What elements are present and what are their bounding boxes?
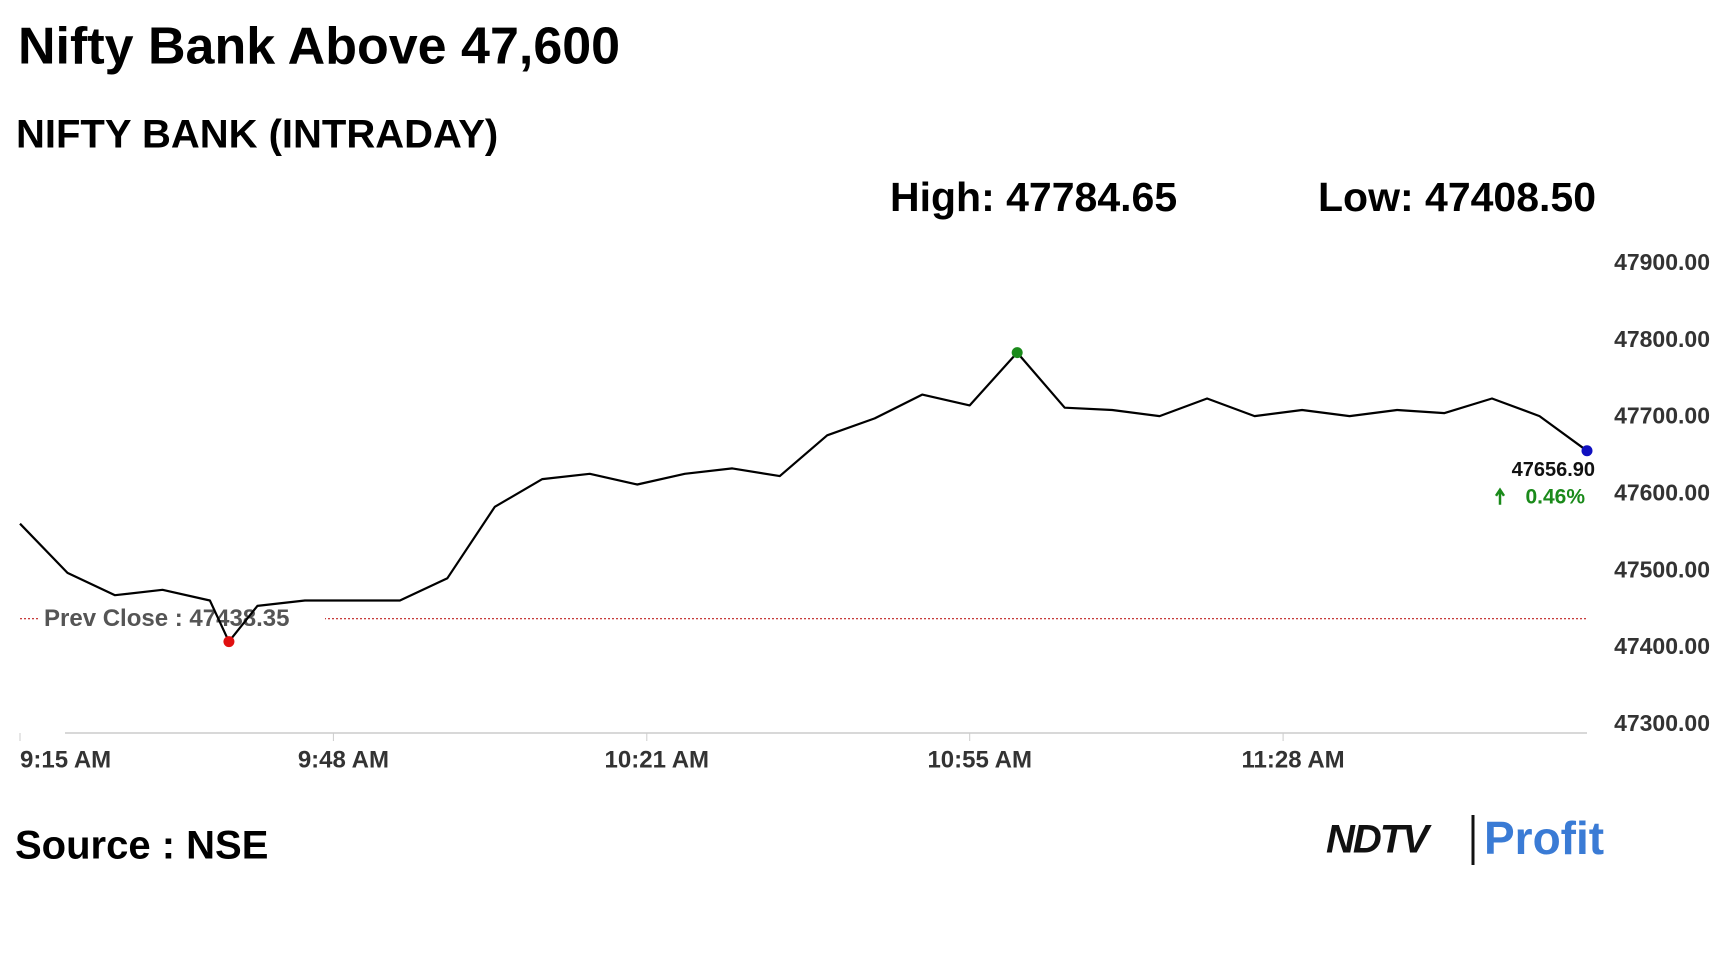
prev-close-bg [40,602,325,633]
x-tick-label: 11:28 AM [1242,746,1345,773]
low-marker [223,636,235,648]
x-tick-label: 10:21 AM [605,746,709,773]
y-tick-label: 47800.00 [1614,326,1710,352]
change-arrow [1494,487,1506,505]
y-tick-label: 47300.00 [1614,710,1710,736]
x-tick-label: 9:48 AM [298,746,389,773]
low-label: Low: 47408.50 [1318,174,1596,220]
last-value-label: 47656.90 [1512,459,1595,481]
price-line [19,351,1588,643]
x-tick-label: 9:15 AM [20,746,111,773]
prev-close-label: Prev Close : 47438.35 [44,605,290,632]
y-tick-label: 47400.00 [1614,633,1710,659]
chart-title: Nifty Bank Above 47,600 [18,18,620,76]
y-tick-label: 47500.00 [1614,556,1710,582]
high-label: High: 47784.65 [890,174,1177,220]
last-marker [1581,445,1593,457]
y-tick-label: 47700.00 [1614,403,1710,429]
y-tick-label: 47600.00 [1614,480,1710,506]
chart-subtitle: NIFTY BANK (INTRADAY) [16,113,498,157]
x-tick-label: 10:55 AM [927,746,1031,773]
logo-ndtv: NDTV [1326,818,1432,862]
y-tick-label: 47900.00 [1614,249,1710,275]
change-label: 0.46% [1525,485,1585,508]
high-marker [1011,347,1023,359]
logo-profit: Profit [1484,812,1604,864]
source: Source : NSE [15,824,268,868]
